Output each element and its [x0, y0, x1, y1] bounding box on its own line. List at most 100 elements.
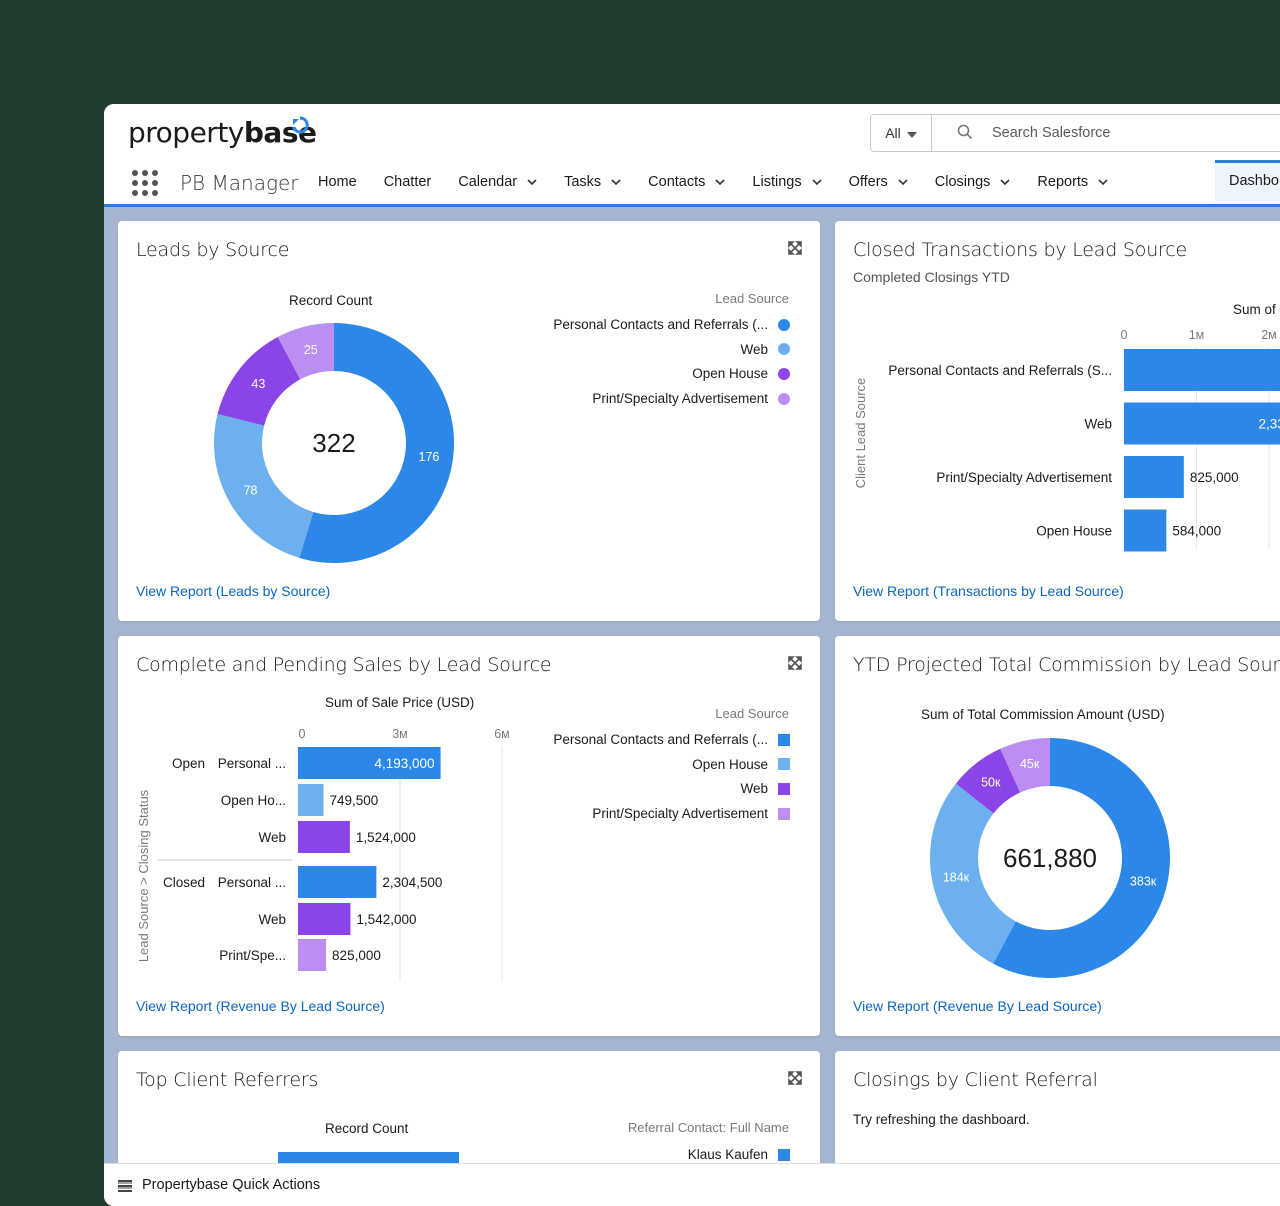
chevron-down-icon[interactable] [527, 177, 537, 187]
expand-icon[interactable] [788, 1071, 802, 1085]
legend-item[interactable]: Personal Contacts and Referrals (... [553, 317, 790, 332]
tab-chatter[interactable]: Chatter [384, 174, 432, 190]
legend-item[interactable]: Print/Specialty Advertisement [592, 806, 790, 821]
bar[interactable] [298, 784, 324, 816]
axis-tick: 0 [299, 727, 306, 741]
search-input[interactable] [990, 115, 1280, 151]
x-axis-title: Sum of [1233, 302, 1276, 317]
bar[interactable] [1124, 509, 1167, 552]
legend-swatch [778, 1148, 790, 1161]
group-label: Open [172, 756, 205, 771]
donut-slice[interactable] [217, 336, 301, 426]
legend-item[interactable]: Web [740, 342, 790, 357]
commission-card: YTD Projected Total Commission by Lead S… [835, 636, 1280, 1036]
bar[interactable] [298, 903, 351, 935]
tab-closings[interactable]: Closings [935, 174, 1011, 190]
app-launcher-icon[interactable] [132, 170, 158, 196]
legend-label: Personal Contacts and Referrals (... [553, 732, 768, 747]
donut-slice[interactable] [1000, 738, 1050, 793]
value-label: 2,336,00 [1258, 417, 1280, 432]
y-axis-title: Lead Source > Closing Status [136, 789, 151, 962]
axis-tick: 3м [392, 727, 408, 741]
bar[interactable] [298, 939, 327, 971]
donut-slice[interactable] [993, 738, 1170, 978]
propertybase-logo[interactable]: propertybase [128, 116, 317, 149]
legend-label: Web [740, 341, 768, 357]
chevron-down-icon[interactable] [812, 177, 822, 187]
donut-slice[interactable] [955, 748, 1021, 814]
axis-tick: 6м [494, 727, 510, 741]
expand-icon[interactable] [788, 241, 802, 255]
legend-item[interactable]: Open House [692, 366, 790, 381]
chevron-down-icon[interactable] [611, 177, 621, 187]
chart-measure-label: Sum of Total Commission Amount (USD) [921, 707, 1165, 722]
legend-item[interactable]: Web [740, 781, 790, 796]
legend-item[interactable]: Print/Specialty Advertisement [592, 391, 790, 406]
legend-item[interactable]: Klaus Kaufen [688, 1147, 790, 1162]
bar[interactable] [1124, 402, 1280, 445]
tab-listings[interactable]: Listings [752, 174, 822, 190]
card-subtitle: Completed Closings YTD [853, 269, 1010, 285]
tab-label: Reports [1037, 174, 1089, 190]
sales-by-lead-source-card: Complete and Pending Sales by Lead Sourc… [118, 636, 820, 1036]
donut-slice[interactable] [277, 323, 334, 380]
axis-tick: 1м [1189, 328, 1205, 342]
category-label: Open House [1036, 524, 1112, 539]
category-label: Personal ... [218, 875, 286, 890]
legend-title: Lead Source [715, 291, 789, 306]
tab-label: Calendar [458, 174, 518, 190]
tab-label: Tasks [564, 174, 602, 190]
chevron-down-icon[interactable] [1098, 177, 1108, 187]
axis-tick: 2м [1261, 328, 1277, 342]
value-label: 1,542,000 [356, 912, 416, 927]
legend-swatch [778, 782, 790, 795]
legend-swatch [778, 807, 790, 820]
legend-label: Print/Specialty Advertisement [592, 391, 768, 407]
tab-label: Home [318, 174, 357, 190]
legend-item[interactable]: Open House [692, 757, 790, 772]
view-report-link[interactable]: View Report (Transactions by Lead Source… [853, 583, 1124, 599]
tab-tasks[interactable]: Tasks [564, 174, 621, 190]
list-icon [118, 1180, 132, 1192]
bar[interactable] [298, 866, 377, 898]
bar[interactable] [1124, 349, 1280, 391]
tab-contacts[interactable]: Contacts [648, 174, 725, 190]
category-label: Web [1084, 417, 1112, 432]
bar[interactable] [298, 821, 350, 853]
chevron-down-icon[interactable] [1000, 177, 1010, 187]
search-scope-select[interactable]: All [871, 115, 932, 151]
view-report-link[interactable]: View Report (Leads by Source) [136, 583, 331, 599]
tab-label: Closings [934, 174, 991, 190]
expand-icon[interactable] [788, 656, 802, 670]
chevron-down-icon[interactable] [715, 177, 725, 187]
donut-slice[interactable] [214, 414, 314, 558]
chevron-down-icon[interactable] [898, 177, 908, 187]
legend-swatch [778, 392, 790, 405]
slice-label: 43 [251, 377, 265, 391]
app-name: PB Manager [180, 171, 299, 195]
search-icon [957, 124, 973, 140]
donut-slice[interactable] [299, 323, 454, 563]
legend-label: Open House [692, 756, 768, 772]
legend-item[interactable]: Personal Contacts and Referrals (... [553, 732, 790, 747]
dashboard-canvas: Leads by Source Record Count 176 78 43 25 32… [104, 207, 1280, 1191]
axis-tick: 0 [1121, 328, 1128, 342]
value-label: 749,500 [329, 793, 378, 808]
tab-reports[interactable]: Reports [1037, 174, 1108, 190]
slice-label: 45к [1020, 757, 1040, 771]
bar[interactable] [1124, 456, 1184, 498]
category-label: Personal Contacts and Referrals (S... [888, 363, 1112, 378]
tab-home[interactable]: Home [318, 174, 357, 190]
closed-transactions-bar-chart: 0 1м 2м Client Lead Source Personal Contacts… [853, 328, 1280, 552]
tab-offers[interactable]: Offers [849, 174, 908, 190]
value-label: 1,524,000 [356, 830, 416, 845]
donut-slice[interactable] [930, 783, 1016, 964]
view-report-link[interactable]: View Report (Revenue By Lead Source) [136, 998, 385, 1014]
search-scope-label: All [885, 125, 901, 141]
view-report-link[interactable]: View Report (Revenue By Lead Source) [853, 998, 1102, 1014]
tab-calendar[interactable]: Calendar [458, 174, 537, 190]
tab-dashboards[interactable]: Dashbo [1215, 160, 1280, 201]
quick-actions-button[interactable]: Propertybase Quick Actions [142, 1177, 321, 1193]
legend-title: Lead Source [715, 706, 789, 721]
bar[interactable] [298, 747, 441, 779]
